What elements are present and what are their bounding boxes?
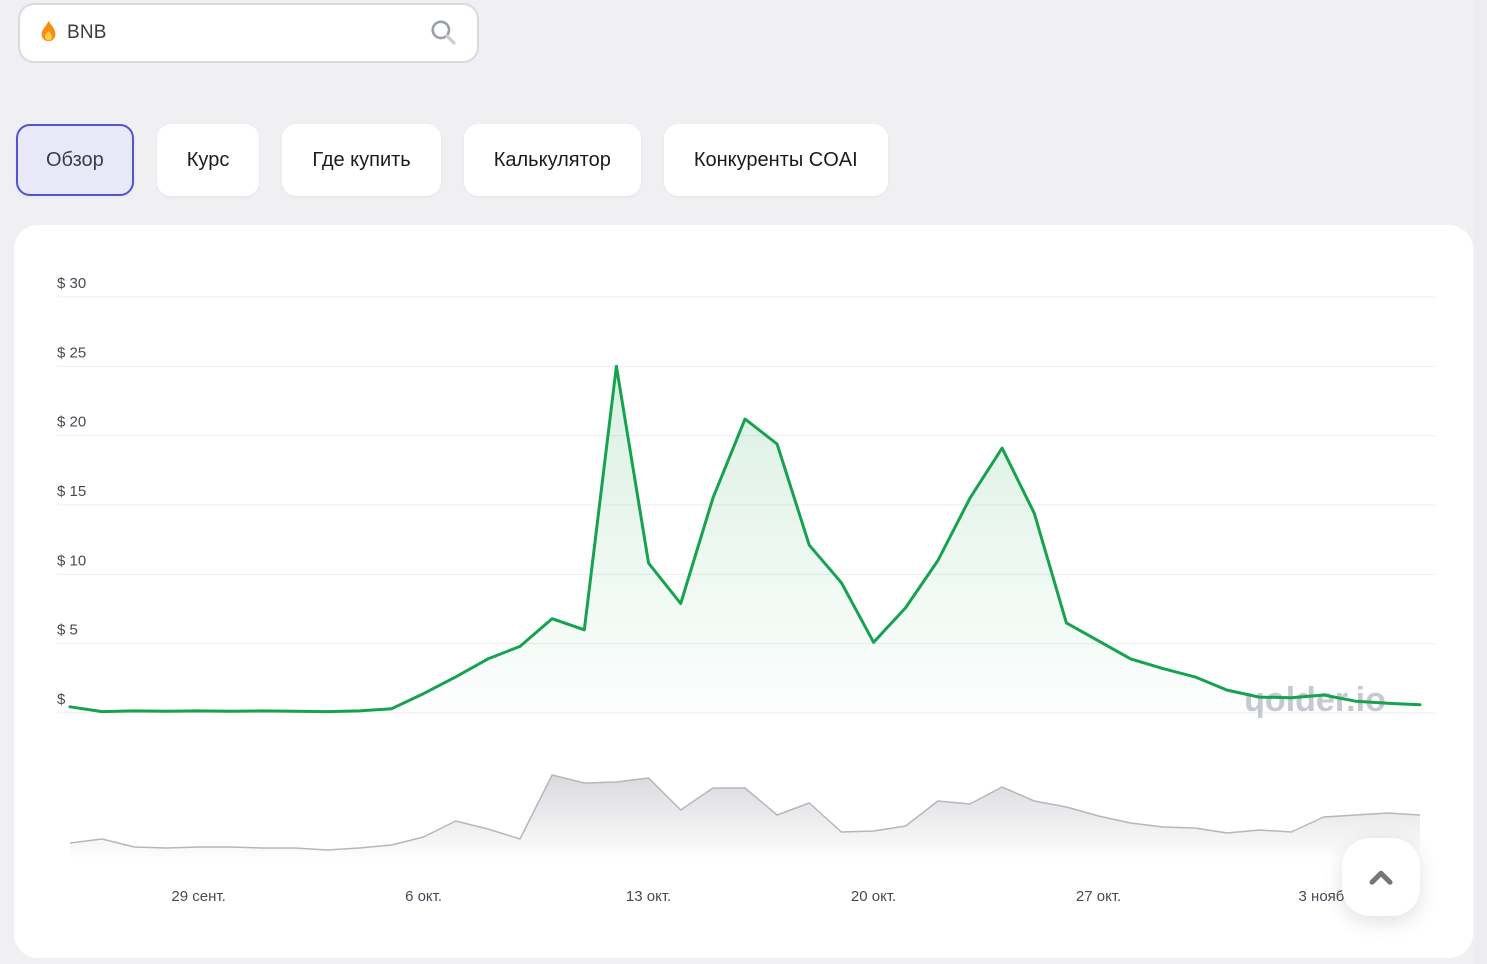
- y-axis-label: $ 25: [57, 344, 86, 361]
- x-axis-label: 29 сент.: [171, 888, 225, 905]
- search-icon[interactable]: [429, 18, 459, 48]
- y-axis-label: $ 20: [57, 414, 86, 431]
- tab-where-to-buy[interactable]: Где купить: [282, 124, 441, 196]
- x-axis-label: 13 окт.: [626, 888, 671, 905]
- chart-card: $ 30$ 25$ 20$ 15$ 10$ 5$ɥolder.io29 сент…: [14, 225, 1473, 958]
- search-input[interactable]: BNB: [18, 3, 479, 63]
- y-axis-label: $ 30: [57, 275, 86, 292]
- price-area: [70, 366, 1420, 713]
- x-axis-label: 27 окт.: [1076, 888, 1121, 905]
- price-volume-chart: $ 30$ 25$ 20$ 15$ 10$ 5$ɥolder.io29 сент…: [57, 275, 1435, 905]
- page-scrollbar[interactable]: [1475, 0, 1487, 964]
- chevron-up-icon: [1369, 870, 1393, 885]
- price-line: [68, 364, 1422, 714]
- search-input-value: BNB: [67, 22, 107, 43]
- y-axis-label: $ 5: [57, 622, 78, 639]
- y-axis-label: $ 15: [57, 483, 86, 500]
- x-axis-label: 3 нояб.: [1299, 888, 1349, 905]
- tab-calculator[interactable]: Калькулятор: [463, 124, 641, 196]
- volume-area: [70, 775, 1420, 857]
- scroll-to-top-button[interactable]: [1342, 838, 1420, 916]
- volume-line: [69, 774, 1421, 851]
- y-axis-label: $: [57, 691, 66, 708]
- y-axis-label: $ 10: [57, 552, 86, 569]
- section-tabs: Обзор Курс Где купить Калькулятор Конкуренты…: [16, 124, 888, 196]
- x-axis-label: 20 окт.: [851, 888, 896, 905]
- x-axis: 29 сент. 6 окт. 13 окт. 20 окт. 27 окт. 3 ноя…: [171, 888, 1348, 905]
- tab-overview[interactable]: Обзор: [16, 124, 134, 196]
- x-axis-label: 6 окт.: [405, 888, 442, 905]
- flame-icon: [41, 20, 56, 42]
- tab-price[interactable]: Курс: [156, 124, 260, 196]
- tab-coai-competitors[interactable]: Конкуренты COAI: [663, 124, 888, 196]
